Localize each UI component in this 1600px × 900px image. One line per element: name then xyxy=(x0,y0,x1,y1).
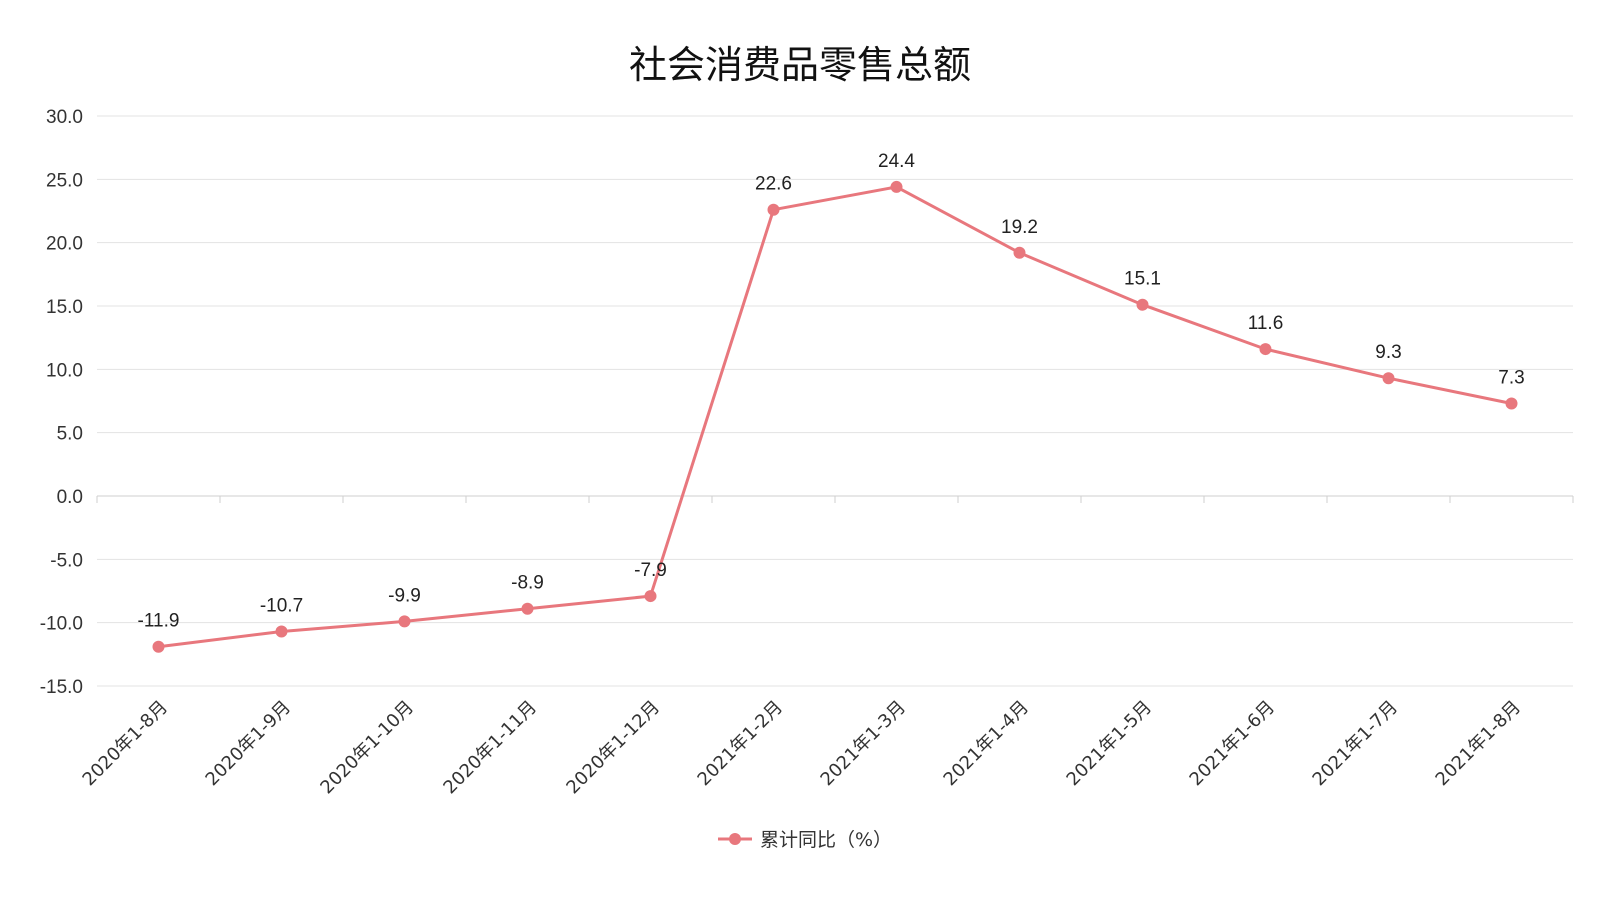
y-tick-label: 25.0 xyxy=(46,170,83,191)
data-label: 11.6 xyxy=(1248,313,1284,334)
y-axis: 30.0 25.0 20.0 15.0 10.0 5.0 0.0 -5.0 -10.0 -15.0 xyxy=(40,107,83,698)
y-tick-label: -10.0 xyxy=(40,614,83,635)
data-point xyxy=(1259,343,1272,356)
data-label: 15.1 xyxy=(1124,269,1161,290)
data-point xyxy=(767,203,780,216)
data-label: -11.9 xyxy=(138,611,180,632)
data-label: 22.6 xyxy=(755,174,792,195)
x-tick-label: 2021年1-4月 xyxy=(940,697,1033,790)
y-tick-label: 5.0 xyxy=(57,424,83,445)
series-line xyxy=(158,185,1512,649)
data-point xyxy=(152,640,165,653)
x-tick-label: 2021年1-2月 xyxy=(694,697,787,790)
data-label: -10.7 xyxy=(260,596,303,617)
data-point xyxy=(1382,372,1395,385)
y-tick-label: -5.0 xyxy=(50,550,83,571)
x-tick-label: 2021年1-7月 xyxy=(1309,697,1402,790)
x-tick-label: 2021年1-8月 xyxy=(1432,697,1525,790)
data-label: 19.2 xyxy=(1001,217,1038,238)
legend-marker-icon xyxy=(729,833,741,845)
x-tick-label: 2021年1-3月 xyxy=(817,697,910,790)
y-tick-label: 10.0 xyxy=(46,360,83,381)
x-tick-label: 2021年1-6月 xyxy=(1186,697,1279,790)
data-label: -7.9 xyxy=(634,560,667,581)
x-tick-label: 2021年1-5月 xyxy=(1063,697,1156,790)
x-axis: 2020年1-8月 2020年1-9月 2020年1-10月 2020年1-11月 20… xyxy=(79,496,1574,799)
x-tick-label: 2020年1-11月 xyxy=(439,697,541,799)
y-tick-label: 20.0 xyxy=(46,234,83,255)
data-label: -8.9 xyxy=(511,573,544,594)
data-label: -9.9 xyxy=(388,585,421,606)
data-point xyxy=(890,180,903,193)
series-累计同比 xyxy=(152,180,1518,653)
data-label: 7.3 xyxy=(1498,368,1524,389)
data-point xyxy=(275,625,288,638)
x-tick-label: 2020年1-10月 xyxy=(316,697,418,799)
legend-label: 累计同比（%） xyxy=(760,829,892,851)
y-tick-label: 0.0 xyxy=(57,487,83,508)
legend[interactable]: 累计同比（%） xyxy=(718,829,892,851)
x-tick-label: 2020年1-12月 xyxy=(562,697,664,799)
y-tick-label: 15.0 xyxy=(46,297,83,318)
y-tick-label: -15.0 xyxy=(40,677,83,698)
data-point xyxy=(1013,246,1026,259)
grid-lines xyxy=(97,115,1573,687)
x-tick-label: 2020年1-9月 xyxy=(202,697,295,790)
data-point xyxy=(398,615,411,628)
data-point xyxy=(521,602,534,615)
data-label: 9.3 xyxy=(1375,342,1401,363)
y-tick-label: 30.0 xyxy=(46,107,83,128)
data-labels: -11.9 -10.7 -9.9 -8.9 -7.9 22.6 24.4 19.2 15.1 11… xyxy=(138,151,1525,632)
data-point xyxy=(1505,397,1518,410)
chart-title: 社会消费品零售总额 xyxy=(629,43,971,87)
x-tick-label: 2020年1-8月 xyxy=(79,697,172,790)
data-point xyxy=(644,590,657,603)
data-point xyxy=(1136,298,1149,311)
data-label: 24.4 xyxy=(878,151,915,172)
